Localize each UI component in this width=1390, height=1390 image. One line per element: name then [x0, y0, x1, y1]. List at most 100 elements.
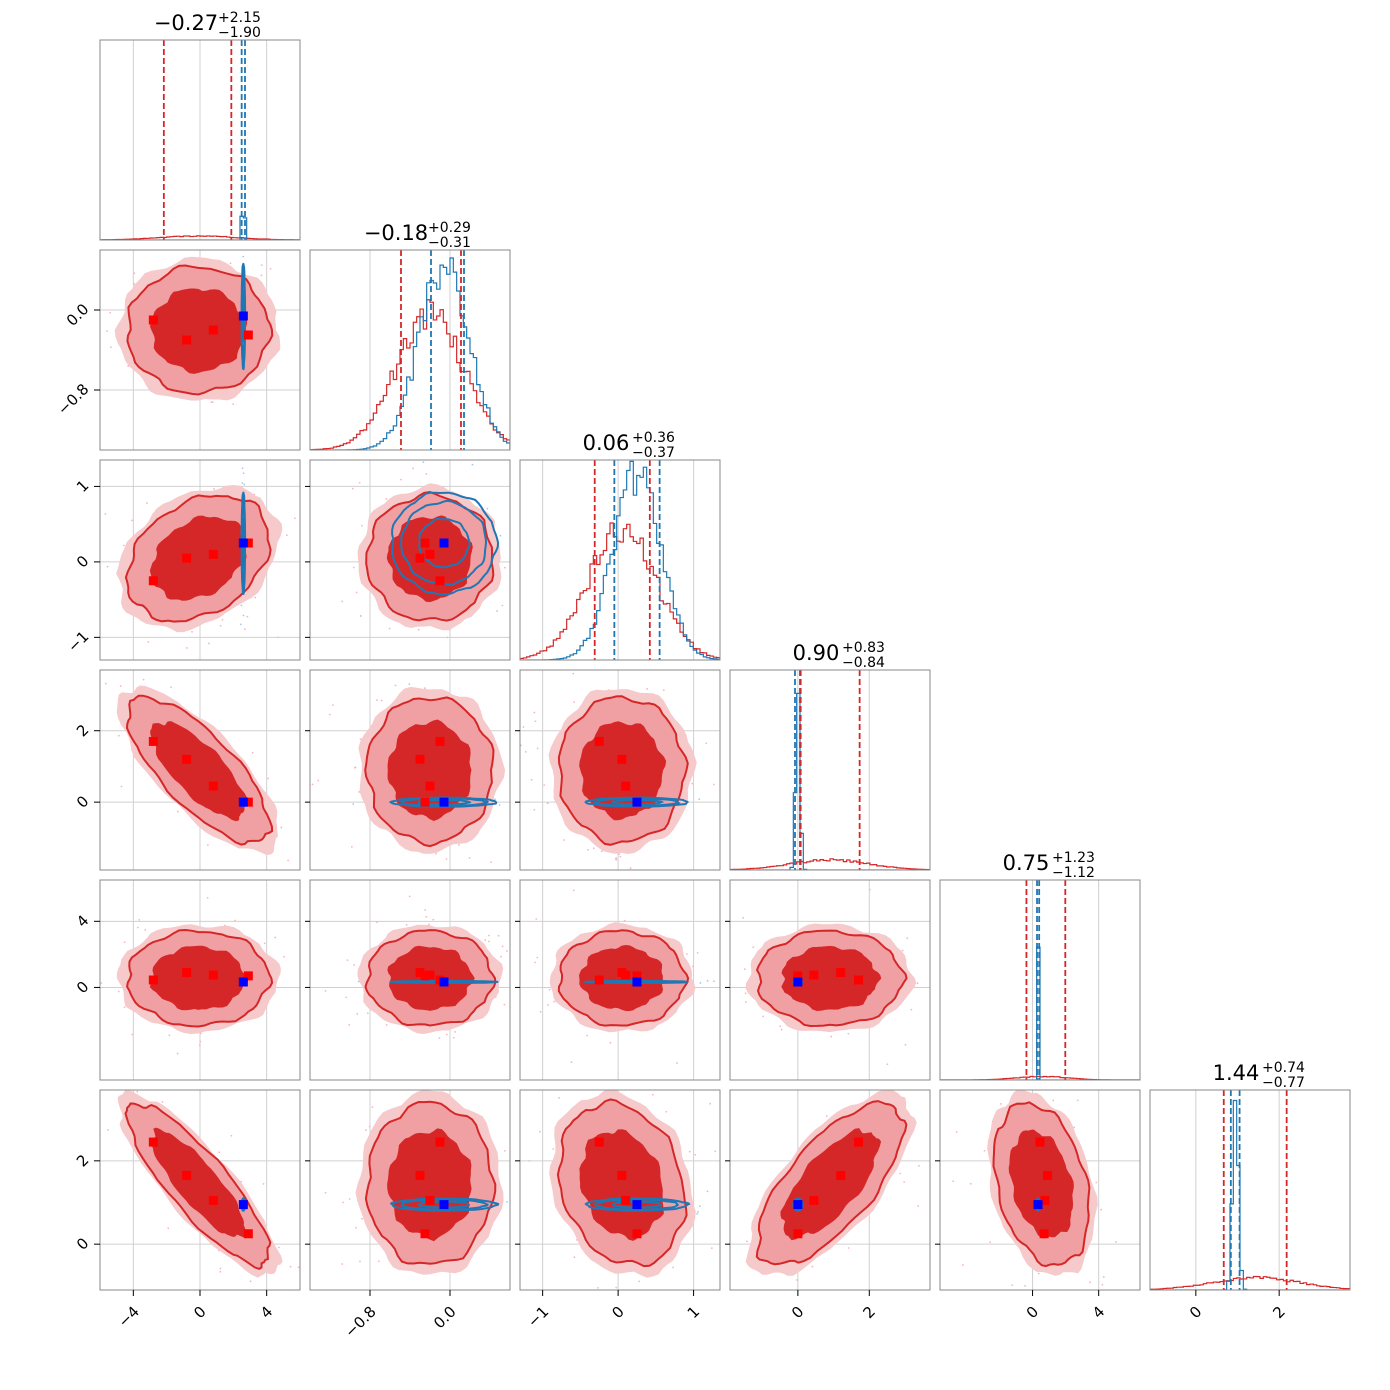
scatter-point [136, 926, 139, 929]
scatter-point [243, 483, 246, 486]
scatter-point [694, 1153, 697, 1156]
scatter-point [341, 600, 344, 603]
scatter-point [352, 566, 355, 569]
panel-4-2 [519, 879, 734, 1081]
scatter-point [1115, 1241, 1117, 1243]
panel-4-0 [99, 879, 301, 1081]
scatter-point [1073, 1126, 1076, 1129]
scatter-point [615, 858, 618, 861]
y-tick-label: 0 [73, 552, 92, 571]
scatter-point [296, 757, 298, 759]
scatter-point [117, 734, 120, 737]
y-tick-label: 0 [73, 978, 92, 997]
scatter-point [278, 1246, 280, 1249]
blue-marker [439, 797, 449, 807]
y-axis-1 [94, 309, 100, 391]
scatter-point [310, 1302, 312, 1304]
scatter-point [119, 685, 122, 688]
scatter-point [280, 826, 283, 829]
blue-contour [792, 1197, 804, 1212]
scatter-point [619, 855, 622, 858]
scatter-point [254, 596, 257, 599]
red-marker [809, 970, 819, 980]
blue-marker [793, 977, 803, 987]
blue-contour [584, 796, 689, 808]
scatter-point [513, 1206, 515, 1208]
blue-histogram [1150, 1099, 1350, 1290]
scatter-point [516, 1133, 518, 1135]
scatter-point [586, 1034, 588, 1037]
scatter-point [975, 1070, 977, 1072]
histogram-0 [99, 39, 301, 241]
blue-contour [418, 517, 471, 569]
scatter-point [847, 1032, 850, 1035]
scatter-point [232, 403, 235, 405]
panel-title: 0.75 [1003, 851, 1050, 875]
scatter-point [624, 1085, 626, 1087]
x-axis-1 [369, 1290, 451, 1296]
scatter-point [359, 1260, 361, 1263]
y-tick-label: −0.8 [54, 380, 92, 418]
scatter-point [546, 802, 549, 805]
scatter-point [909, 1062, 911, 1064]
scatter-point [752, 946, 755, 949]
scatter-point [732, 967, 734, 969]
scatter-point [527, 522, 529, 524]
scatter-point [664, 1290, 666, 1292]
y-tick-label: 1 [73, 477, 92, 496]
scatter-point [138, 918, 141, 921]
red-marker [836, 1170, 846, 1180]
scatter-point [432, 918, 435, 921]
scatter-point [1024, 1284, 1026, 1287]
scatter-point [1066, 1341, 1068, 1343]
scatter-point [523, 780, 525, 782]
scatter-point [468, 856, 471, 859]
scatter-point [240, 451, 242, 453]
x-axis-4 [1032, 1290, 1100, 1296]
scatter-point [587, 848, 589, 851]
blue-contour [389, 980, 499, 984]
scatter-point [348, 1198, 351, 1200]
histogram-2 [519, 459, 721, 661]
scatter-point [724, 1208, 726, 1210]
scatter-point [638, 1280, 640, 1283]
blue-contour [388, 796, 498, 808]
scatter-point [230, 1134, 233, 1137]
scatter-point [503, 1149, 506, 1152]
red-marker [594, 975, 604, 985]
scatter-point [263, 942, 266, 945]
scatter-point [989, 1241, 992, 1244]
x-axis-5 [1195, 1290, 1280, 1296]
red-marker [594, 736, 604, 746]
scatter-point [527, 777, 529, 779]
scatter-point [348, 1023, 351, 1026]
scatter-point [600, 850, 603, 853]
panel-5-3 [701, 1062, 977, 1347]
scatter-point [106, 330, 108, 332]
scatter-point [104, 682, 107, 685]
scatter-point [534, 720, 537, 723]
scatter-point [701, 1345, 703, 1347]
scatter-point [726, 968, 728, 970]
scatter-point [906, 937, 909, 940]
scatter-point [345, 996, 348, 999]
scatter-point [458, 1084, 460, 1086]
title-upper-error: +0.29 [428, 220, 471, 236]
panel-3-2 [519, 669, 721, 871]
scatter-point [242, 472, 245, 475]
red-marker [420, 797, 430, 807]
scatter-point [454, 1031, 457, 1033]
scatter-point [506, 950, 508, 952]
scatter-point [376, 699, 378, 701]
scatter-point [676, 1062, 678, 1064]
scatter-point [86, 547, 88, 549]
scatter-point [796, 1279, 798, 1281]
blue-contour [594, 1198, 680, 1211]
scatter-point [324, 990, 327, 992]
panel-4-1 [309, 879, 511, 1081]
red-marker [148, 736, 158, 746]
scatter-point [714, 1150, 717, 1153]
scatter-point [570, 1061, 573, 1064]
scatter-point [705, 742, 708, 745]
title-lower-error: −0.37 [632, 445, 675, 461]
